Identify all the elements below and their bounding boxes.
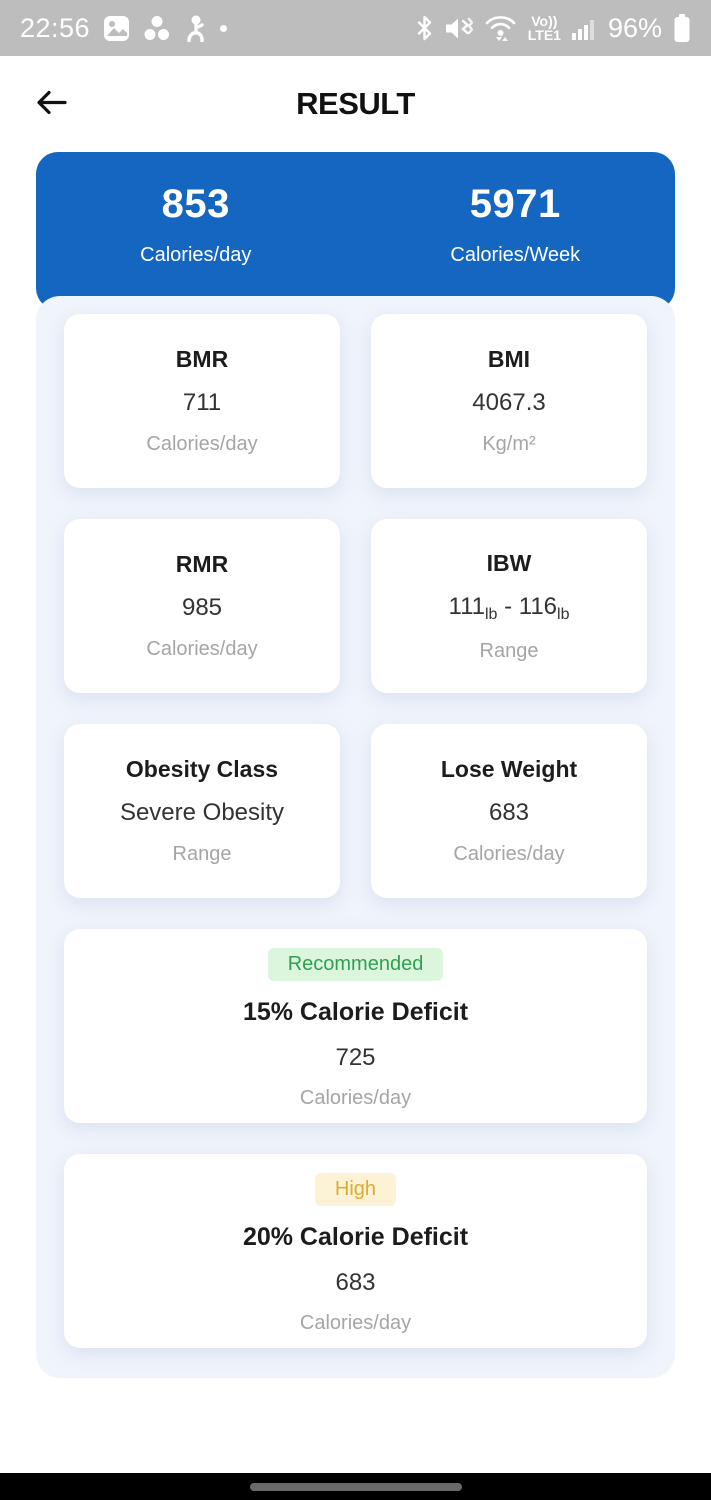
deficit-unit: Calories/day bbox=[299, 1312, 412, 1334]
status-badge: Recommended bbox=[267, 948, 444, 981]
metric-value: 111lb - 116lb bbox=[448, 592, 570, 623]
volte-line1: Vo)) bbox=[531, 13, 558, 29]
summary-unit: Calories/Week bbox=[450, 244, 581, 266]
metric-unit: Calories/day bbox=[146, 638, 258, 660]
metric-card: Obesity Class Severe Obesity Range bbox=[64, 724, 340, 898]
wifi-icon bbox=[485, 16, 516, 41]
deficit-card: High 20% Calorie Deficit 683 Calories/da… bbox=[64, 1154, 647, 1348]
metric-title: BMR bbox=[175, 346, 229, 372]
metric-value: 4067.3 bbox=[472, 389, 546, 416]
metric-card: Lose Weight 683 Calories/day bbox=[371, 724, 647, 898]
metric-title: BMI bbox=[487, 346, 531, 372]
deficit-card: Recommended 15% Calorie Deficit 725 Calo… bbox=[64, 929, 647, 1123]
summary-card: 853 Calories/day 5971 Calories/Week bbox=[36, 152, 675, 310]
results-panel: BMR 711 Calories/day BMI 4067.3 Kg/m² RM… bbox=[36, 296, 675, 1378]
notification-dot bbox=[220, 24, 228, 32]
deficit-title: 20% Calorie Deficit bbox=[242, 1223, 469, 1251]
notification-cluster-icon bbox=[144, 15, 170, 40]
status-bar: 22:56 bbox=[0, 0, 711, 56]
metric-value: 711 bbox=[182, 389, 222, 416]
arrow-left-icon bbox=[37, 90, 67, 115]
metric-unit: Calories/day bbox=[146, 433, 258, 455]
bluetooth-icon bbox=[417, 15, 431, 41]
status-bar-left: 22:56 bbox=[20, 12, 228, 44]
summary-value: 5971 bbox=[469, 182, 561, 226]
person-icon bbox=[187, 15, 204, 42]
deficit-list: Recommended 15% Calorie Deficit 725 Calo… bbox=[64, 929, 647, 1348]
battery-percent: 96% bbox=[607, 12, 662, 43]
summary-unit: Calories/day bbox=[140, 244, 252, 266]
metric-unit: Calories/day bbox=[453, 843, 565, 865]
status-badge: High bbox=[314, 1173, 397, 1206]
metric-card: BMR 711 Calories/day bbox=[64, 314, 340, 488]
status-time: 22:56 bbox=[20, 12, 91, 43]
metric-value: Severe Obesity bbox=[119, 799, 285, 826]
signal-strength-icon bbox=[571, 20, 594, 40]
metric-card: IBW 111lb - 116lb Range bbox=[371, 519, 647, 693]
deficit-value: 683 bbox=[335, 1269, 376, 1296]
metric-unit: Range bbox=[172, 843, 232, 865]
sound-mute-vibrate-icon bbox=[445, 17, 473, 38]
summary-value: 853 bbox=[161, 182, 230, 226]
metric-card: BMI 4067.3 Kg/m² bbox=[371, 314, 647, 488]
volte-indicator: Vo)) LTE1 bbox=[528, 14, 561, 42]
metric-title: Obesity Class bbox=[125, 756, 279, 782]
summary-calories-day: 853 Calories/day bbox=[36, 152, 356, 310]
back-button[interactable] bbox=[28, 81, 74, 128]
metric-value: 683 bbox=[488, 799, 530, 826]
deficit-title: 15% Calorie Deficit bbox=[242, 998, 469, 1026]
deficit-unit: Calories/day bbox=[299, 1087, 412, 1109]
metric-unit: Kg/m² bbox=[482, 433, 536, 455]
battery-icon bbox=[674, 13, 690, 42]
metric-title: IBW bbox=[486, 549, 532, 576]
status-bar-right: Vo)) LTE1 96% bbox=[416, 13, 691, 44]
home-indicator[interactable] bbox=[249, 1482, 462, 1491]
gallery-icon bbox=[104, 15, 130, 41]
metric-title: Lose Weight bbox=[440, 756, 578, 782]
metric-title: RMR bbox=[175, 551, 229, 577]
gesture-bar bbox=[0, 1473, 711, 1500]
metric-value: 985 bbox=[181, 594, 223, 621]
page-title: RESULT bbox=[296, 86, 415, 121]
volte-line2: LTE1 bbox=[527, 27, 561, 43]
metric-card: RMR 985 Calories/day bbox=[64, 519, 340, 693]
header: RESULT bbox=[0, 56, 711, 152]
summary-calories-week: 5971 Calories/Week bbox=[356, 152, 676, 310]
deficit-value: 725 bbox=[335, 1044, 376, 1071]
metric-unit: Range bbox=[479, 639, 539, 662]
metrics-grid: BMR 711 Calories/day BMI 4067.3 Kg/m² RM… bbox=[64, 314, 647, 898]
